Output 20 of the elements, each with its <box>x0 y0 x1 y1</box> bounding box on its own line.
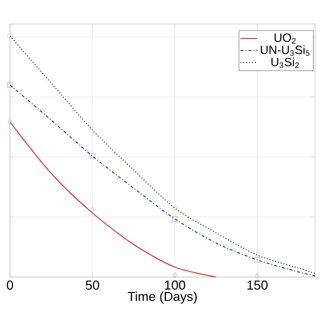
x-tick-label: 150 <box>247 280 268 290</box>
point <box>172 272 178 278</box>
legend-label: UO$_{2}$ <box>274 34 296 44</box>
point <box>90 127 96 133</box>
point <box>7 33 13 39</box>
x-tick-label: 0 <box>6 280 14 290</box>
x-axis-title: Time (Days) <box>128 292 197 304</box>
point <box>8 119 12 125</box>
point <box>172 205 178 211</box>
legend-label: UN-U$_{3}$Si$_{5}$ <box>260 45 310 56</box>
point <box>90 153 96 159</box>
x-tick-label: 50 <box>86 280 100 290</box>
point <box>255 273 260 279</box>
legend-label: U$_{3}$Si$_{2}$ <box>271 58 299 68</box>
point <box>254 257 260 263</box>
x-tick-label: 100 <box>165 280 186 290</box>
point <box>254 252 260 258</box>
point <box>172 216 178 222</box>
point <box>90 207 95 213</box>
point <box>7 82 13 88</box>
